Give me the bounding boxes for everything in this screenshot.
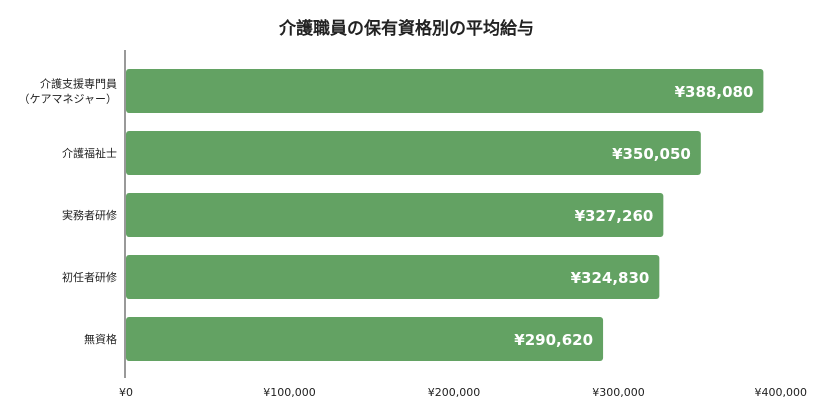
category-label-1: 介護福祉士 [62,146,117,160]
bar-value-label-1: ¥350,050 [612,145,691,163]
chart-title: 介護職員の保有資格別の平均給与 [279,19,534,39]
bar-2 [126,193,664,237]
bar-1 [126,131,701,175]
category-label-line: 無資格 [84,332,117,346]
bar-value-label-3: ¥324,830 [571,269,650,287]
category-label-line: 初任者研修 [62,270,117,284]
x-tick-label-1: ¥100,000 [263,386,316,399]
bar-value-label-4: ¥290,620 [514,331,593,349]
bar-value-label-0: ¥388,080 [675,83,754,101]
bar-3 [126,255,660,299]
bar-value-label-2: ¥327,260 [575,207,654,225]
category-label-line: 介護福祉士 [62,146,117,160]
category-label-4: 無資格 [84,332,117,346]
x-tick-label-3: ¥300,000 [592,386,645,399]
category-label-line: 介護支援専門員 [40,77,117,91]
category-label-line: （ケアマネジャー） [19,93,117,106]
bar-4 [126,317,604,361]
x-tick-label-4: ¥400,000 [755,386,808,399]
category-label-2: 実務者研修 [62,208,117,222]
category-label-0: 介護支援専門員 （ケアマネジャー） [19,77,117,106]
x-tick-label-2: ¥200,000 [428,386,481,399]
category-label-3: 初任者研修 [62,270,117,284]
x-tick-label-0: ¥0 [119,386,133,399]
category-label-line: 実務者研修 [62,208,117,222]
bar-0 [126,69,764,113]
